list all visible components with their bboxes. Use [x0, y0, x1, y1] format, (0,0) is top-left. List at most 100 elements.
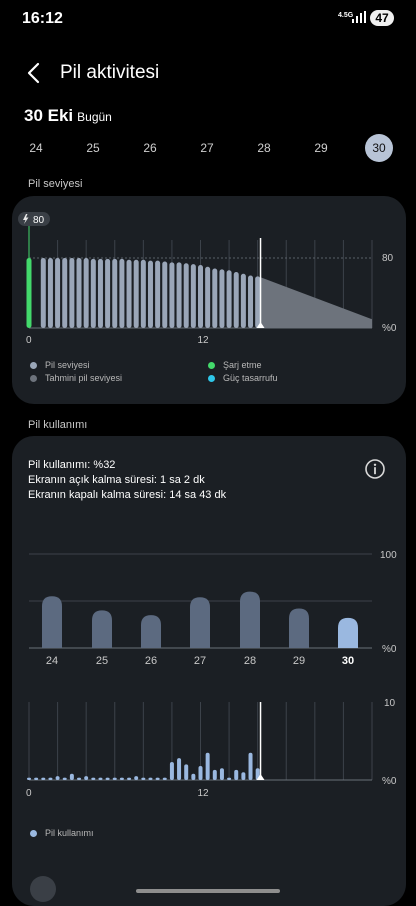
hourly-bar: [62, 777, 67, 780]
hourly-bar: [177, 758, 182, 780]
hourly-bar: [184, 764, 189, 780]
hourly-bar: [191, 773, 196, 780]
battery-bar: [140, 259, 146, 328]
selected-date: 30 Eki Bugün: [24, 106, 112, 126]
home-indicator[interactable]: [136, 889, 280, 893]
day-25[interactable]: 25: [86, 141, 100, 155]
hourly-bar: [77, 777, 82, 780]
legend-dot-icon: [208, 375, 215, 382]
info-icon[interactable]: [364, 458, 386, 480]
charge-badge-value: 80: [33, 215, 45, 226]
y-label-bottom: %0: [382, 323, 397, 334]
weekly-bar-27: [190, 597, 210, 648]
back-arrow-icon[interactable]: [26, 62, 40, 84]
battery-bar: [155, 260, 161, 328]
day-24[interactable]: 24: [29, 141, 43, 155]
legend-charging: Şarj etme: [208, 360, 262, 370]
current-time-marker: [256, 774, 265, 780]
hourly-bar: [205, 752, 210, 780]
hourly-bar: [105, 777, 110, 780]
battery-bar: [26, 258, 32, 328]
legend-dot-icon: [208, 362, 215, 369]
app-icon: [30, 876, 56, 902]
screen-on-time: Ekranın açık kalma süresi: 1 sa 2 dk: [28, 474, 205, 486]
hourly-bar: [55, 776, 60, 780]
date-main: 30 Eki: [24, 106, 74, 125]
day-30[interactable]: 30: [365, 134, 393, 162]
battery-bar: [233, 272, 239, 328]
x-tick-label: 0: [26, 335, 32, 346]
hourly-bar: [155, 777, 160, 780]
day-26[interactable]: 26: [143, 141, 157, 155]
date-sub: Bugün: [77, 110, 112, 124]
weekly-x-label: 26: [145, 655, 157, 667]
battery-bar: [176, 262, 182, 328]
current-time-marker: [256, 322, 265, 328]
hourly-bar: [134, 776, 139, 780]
battery-bar: [240, 273, 246, 328]
battery-usage-title: Pil kullanımı: [28, 419, 88, 431]
battery-bar: [83, 258, 89, 328]
hourly-bar: [198, 765, 203, 780]
day-27[interactable]: 27: [200, 141, 214, 155]
battery-bar: [219, 269, 225, 328]
battery-bar: [212, 268, 218, 328]
weekly-usage-chart[interactable]: 24 25 26 27 28 29 30 100 %0: [12, 540, 406, 680]
legend-dot-icon: [30, 830, 37, 837]
battery-bar: [62, 258, 68, 328]
hourly-bar: [27, 777, 31, 780]
status-time: 16:12: [22, 10, 63, 27]
battery-usage-card: Pil kullanımı: %32 Ekranın açık kalma sü…: [12, 436, 406, 906]
hourly-bar: [119, 777, 124, 780]
hourly-bar: [141, 777, 146, 780]
battery-bar: [47, 258, 53, 328]
hourly-bar: [162, 777, 167, 780]
legend-dot-icon: [30, 362, 37, 369]
day-28[interactable]: 28: [257, 141, 271, 155]
lightning-icon: [23, 214, 29, 224]
page-title: Pil aktivitesi: [60, 62, 160, 83]
battery-bar: [69, 258, 75, 328]
weekly-x-label: 25: [96, 655, 108, 667]
hourly-bar: [112, 777, 117, 780]
battery-bar: [248, 275, 254, 328]
legend-estimated-level: Tahmini pil seviyesi: [30, 373, 122, 383]
legend-battery-usage: Pil kullanımı: [30, 828, 94, 838]
y-label-top: 10: [384, 698, 396, 709]
weekly-x-label: 29: [293, 655, 305, 667]
day-29[interactable]: 29: [314, 141, 328, 155]
weekly-bar-25: [92, 610, 112, 648]
hourly-bar: [219, 768, 224, 780]
hourly-bar: [98, 777, 103, 780]
y-label-bottom: %0: [382, 644, 397, 655]
hourly-bar: [34, 777, 39, 780]
day-selector: 24 25 26 27 28 29 30: [0, 134, 416, 166]
weekly-bar-28: [240, 591, 260, 648]
hourly-bar: [169, 762, 174, 780]
signal-icon: [352, 11, 366, 23]
hourly-usage-chart[interactable]: 10 %0 0 12: [12, 688, 406, 818]
hourly-bar: [148, 777, 153, 780]
battery-bar: [190, 264, 196, 328]
app-usage-row[interactable]: [0, 868, 416, 902]
weekly-bar-26: [141, 615, 161, 648]
battery-bar: [205, 266, 211, 328]
weekly-x-label: 30: [342, 655, 354, 667]
battery-bar: [55, 258, 61, 328]
hourly-bar: [69, 773, 74, 780]
estimated-battery-area: [260, 277, 372, 328]
battery-bar: [126, 259, 132, 328]
battery-bar: [133, 259, 139, 328]
header: Pil aktivitesi: [0, 52, 416, 92]
status-bar: 16:12 4.5G 47: [0, 0, 416, 36]
hourly-bar: [241, 772, 246, 780]
legend-dot-icon: [30, 375, 37, 382]
x-tick-label: 12: [198, 335, 210, 346]
battery-level-chart[interactable]: 80 80 %0 0 12: [12, 196, 406, 356]
y-label-bottom: %0: [382, 776, 397, 787]
usage-summary: Pil kullanımı: %32 Ekranın açık kalma sü…: [28, 458, 226, 503]
hourly-bar: [227, 777, 232, 780]
battery-bar: [76, 258, 82, 328]
weekly-bar-29: [289, 608, 309, 648]
battery-bar: [147, 260, 153, 328]
